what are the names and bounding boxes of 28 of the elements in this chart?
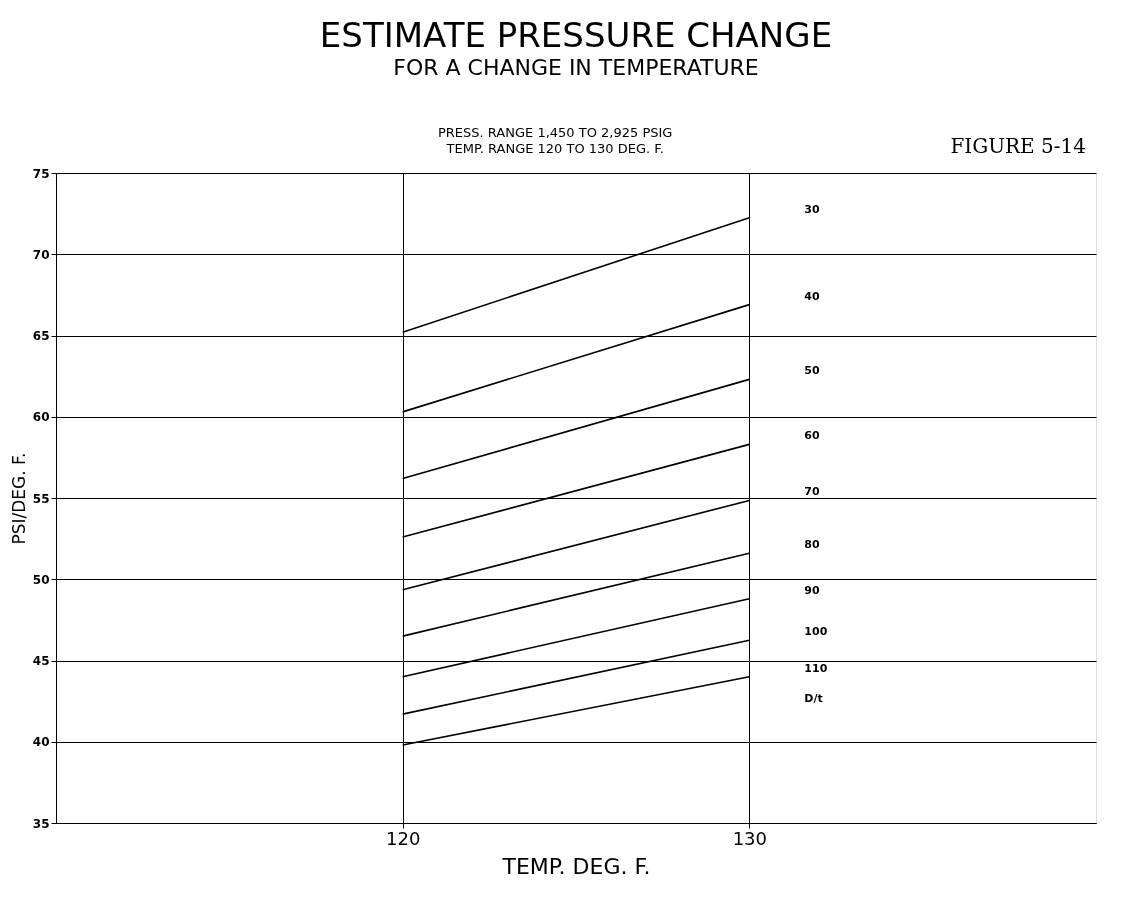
y-tick-label: 40 (32, 735, 50, 750)
y-tick-label: 35 (32, 816, 50, 831)
text: PRESS. RANGE 1,450 TO 2,925 PSIG (438, 125, 673, 140)
y-tick-label: 75 (32, 166, 50, 181)
text: 70 (804, 485, 820, 499)
text: 100 (804, 625, 828, 639)
x-tick-label: 130 (732, 827, 768, 849)
y-tick-label: 55 (32, 491, 50, 506)
text: 40 (804, 289, 820, 303)
text: 90 (804, 583, 820, 597)
y-tick-label: 65 (32, 329, 50, 343)
text: 30 (804, 202, 820, 216)
chart-title: ESTIMATE PRESSURE CHANGE (319, 15, 833, 55)
text: 80 (804, 538, 820, 552)
y-axis-title: PSI/DEG. F. (8, 452, 29, 545)
text: TEMP. RANGE 120 TO 130 DEG. F. (445, 141, 664, 156)
y-tick-label: 70 (32, 247, 50, 262)
legend-title: D/t (804, 691, 823, 705)
y-tick-label: 45 (32, 654, 50, 668)
x-tick-label: 120 (385, 827, 421, 849)
text: 50 (804, 364, 820, 378)
x-axis-title: TEMP. DEG. F. (501, 853, 651, 879)
caption: FIGURE 5-14 (950, 134, 1086, 158)
chart-subtitle: FOR A CHANGE IN TEMPERATURE (393, 55, 759, 80)
y-tick-label: 50 (32, 572, 50, 587)
y-tick-label: 60 (32, 410, 50, 425)
text: 60 (804, 429, 820, 443)
text: 110 (804, 661, 828, 675)
